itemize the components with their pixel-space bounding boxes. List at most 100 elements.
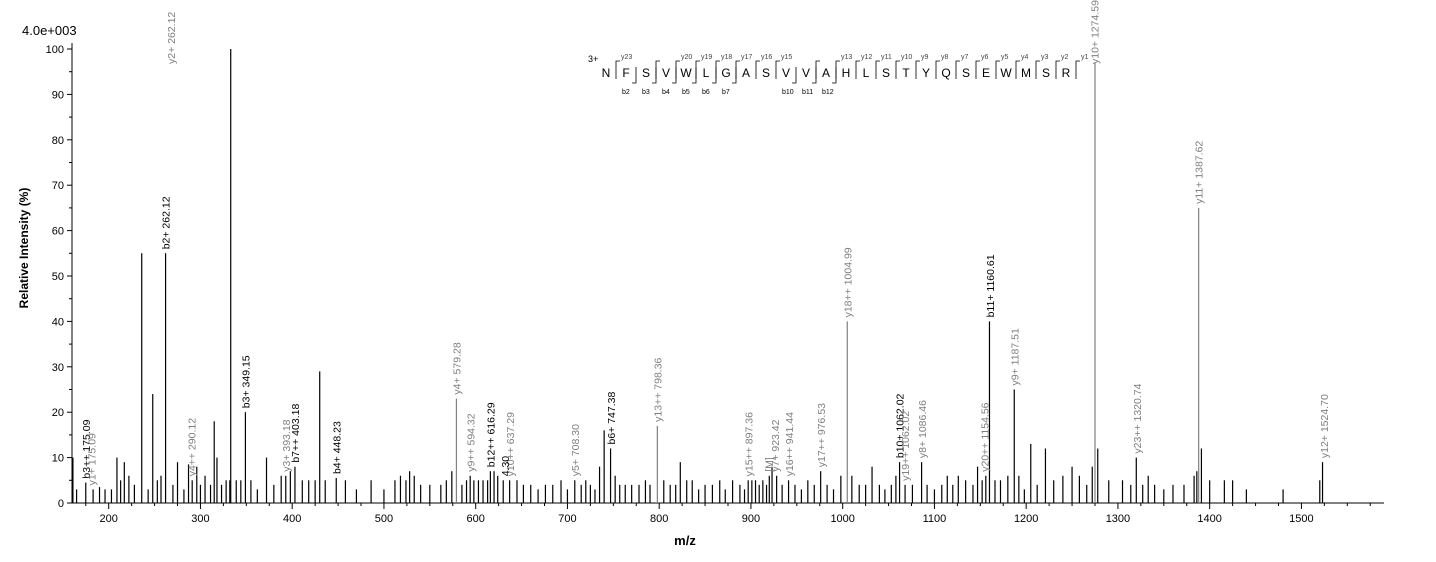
y-tick-label: 0 bbox=[58, 498, 64, 510]
b-fragment-label: b5 bbox=[682, 89, 690, 96]
sequence-residue: T bbox=[902, 66, 910, 80]
sequence-residue: L bbox=[703, 66, 710, 80]
x-tick-label: 1500 bbox=[1289, 513, 1313, 525]
y-fragment-label: y1 bbox=[1081, 54, 1089, 61]
b-fragment-label: b7 bbox=[722, 89, 730, 96]
intensity-scale-label: 4.0e+003 bbox=[22, 23, 77, 38]
peak-annotation-label: y5+ 708.30 bbox=[570, 424, 582, 476]
peak-annotation-label: b2+ 262.12 bbox=[161, 196, 173, 249]
x-tick-label: 600 bbox=[467, 513, 485, 525]
peak-annotation-label: b6+ 747.38 bbox=[606, 392, 618, 445]
peak-annotation-label: y9++ 594.32 bbox=[465, 413, 477, 472]
peak-annotation-label: y7+ 923.42 bbox=[770, 419, 782, 471]
x-tick-label: 200 bbox=[100, 513, 118, 525]
sequence-residue: V bbox=[782, 66, 790, 80]
y-fragment-label: y7 bbox=[961, 54, 969, 61]
y-tick-label: 80 bbox=[52, 135, 64, 147]
peak-annotation-label: b12++ 616.29 bbox=[486, 402, 498, 467]
y-tick-label: 70 bbox=[52, 180, 64, 192]
peak-annotation-label: y11+ 1387.62 bbox=[1193, 141, 1205, 204]
y-fragment-bracket bbox=[815, 60, 820, 79]
y-fragment-label: y12 bbox=[861, 54, 872, 61]
peak-annotation-label: y18++ 1004.99 bbox=[842, 247, 854, 317]
y-fragment-label: y6 bbox=[981, 54, 989, 61]
peak-annotation-label: y10++ 637.29 bbox=[505, 412, 517, 476]
peak-annotation-label: b3+ 349.15 bbox=[241, 355, 253, 408]
peak-annotation-label: y19++ 1062.02 bbox=[900, 411, 912, 481]
sequence-residue: W bbox=[1000, 66, 1012, 80]
x-tick-label: 1300 bbox=[1106, 513, 1130, 525]
b-fragment-label: b4 bbox=[662, 89, 670, 96]
y-tick-label: 90 bbox=[52, 89, 64, 101]
x-tick-label: 900 bbox=[742, 513, 760, 525]
peak-annotation-label: y15++ 897.36 bbox=[744, 412, 756, 476]
x-tick-label: 300 bbox=[191, 513, 209, 525]
peak-annotation-label: y12+ 1524.70 bbox=[1319, 394, 1331, 458]
y-tick-label: 100 bbox=[46, 44, 64, 56]
peak-annotation-label: y10+ 1274.59 bbox=[1090, 0, 1102, 64]
sequence-residue: S bbox=[762, 66, 770, 80]
y-fragment-label: y19 bbox=[701, 54, 712, 61]
peak-annotation-label: y9+ 1187.51 bbox=[1010, 328, 1022, 385]
peak-annotation-label: y8+ 1086.46 bbox=[917, 400, 929, 458]
y-fragment-label: y16 bbox=[761, 54, 772, 61]
y-fragment-label: y11 bbox=[881, 54, 892, 61]
y-fragment-label: y3 bbox=[1041, 54, 1049, 61]
y-fragment-bracket bbox=[855, 60, 860, 79]
b-fragment-bracket bbox=[672, 67, 677, 84]
y-fragment-label: y5 bbox=[1001, 54, 1009, 61]
x-tick-label: 1100 bbox=[923, 513, 947, 525]
peak-annotation-label: [M] bbox=[763, 457, 775, 472]
y-fragment-bracket bbox=[895, 60, 900, 79]
y-fragment-bracket bbox=[1035, 60, 1040, 79]
b-fragment-label: b11 bbox=[802, 89, 813, 96]
peak-annotation-label: y2+ 262.12 bbox=[166, 12, 178, 64]
x-tick-label: 400 bbox=[283, 513, 301, 525]
b-fragment-bracket bbox=[832, 67, 837, 84]
y-fragment-bracket bbox=[935, 60, 940, 79]
y-tick-label: 60 bbox=[52, 226, 64, 238]
b-fragment-bracket bbox=[712, 67, 717, 84]
y-fragment-bracket bbox=[1015, 60, 1020, 79]
peak-annotation-label: y4+ 579.28 bbox=[452, 342, 464, 394]
sequence-charge-label: 3+ bbox=[588, 54, 598, 64]
y-fragment-label: y8 bbox=[941, 54, 949, 61]
y-fragment-label: y17 bbox=[741, 54, 752, 61]
sequence-residue: A bbox=[742, 66, 750, 80]
y-fragment-label: y23 bbox=[621, 54, 632, 61]
b-fragment-label: b10 bbox=[782, 89, 794, 96]
b-fragment-label: b6 bbox=[702, 89, 710, 96]
y-fragment-bracket bbox=[695, 60, 700, 79]
sequence-residue: M bbox=[1021, 66, 1031, 80]
y-fragment-bracket bbox=[995, 60, 1000, 79]
peak-annotation-label: y13++ 798.36 bbox=[653, 357, 665, 421]
y-axis-label: Relative Intensity (%) bbox=[17, 188, 31, 309]
sequence-residue: L bbox=[863, 66, 870, 80]
y-fragment-label: y13 bbox=[841, 54, 852, 61]
x-tick-label: 1400 bbox=[1197, 513, 1221, 525]
y-fragment-bracket bbox=[615, 60, 620, 79]
y-fragment-label: y10 bbox=[901, 54, 912, 61]
peak-annotation-label: b7++ 403.18 bbox=[290, 404, 302, 463]
sequence-residue: N bbox=[602, 66, 611, 80]
x-tick-label: 700 bbox=[558, 513, 576, 525]
sequence-residue: W bbox=[680, 66, 692, 80]
x-tick-label: 800 bbox=[650, 513, 668, 525]
y-fragment-label: y18 bbox=[721, 54, 732, 61]
sequence-residue: E bbox=[982, 66, 990, 80]
sequence-residue: H bbox=[842, 66, 851, 80]
sequence-residue: F bbox=[622, 66, 629, 80]
y-fragment-bracket bbox=[755, 60, 760, 79]
y-fragment-bracket bbox=[875, 60, 880, 79]
x-tick-label: 1000 bbox=[830, 513, 854, 525]
y-fragment-bracket bbox=[775, 60, 780, 79]
sequence-residue: A bbox=[822, 66, 830, 80]
y-fragment-label: y2 bbox=[1061, 54, 1069, 61]
peak-annotation-label: b11+ 1160.61 bbox=[985, 254, 997, 317]
b-fragment-bracket bbox=[792, 67, 797, 84]
sequence-residue: V bbox=[802, 66, 810, 80]
y-fragment-label: y20 bbox=[681, 54, 692, 61]
y-fragment-bracket bbox=[955, 60, 960, 79]
y-tick-label: 50 bbox=[52, 271, 64, 283]
